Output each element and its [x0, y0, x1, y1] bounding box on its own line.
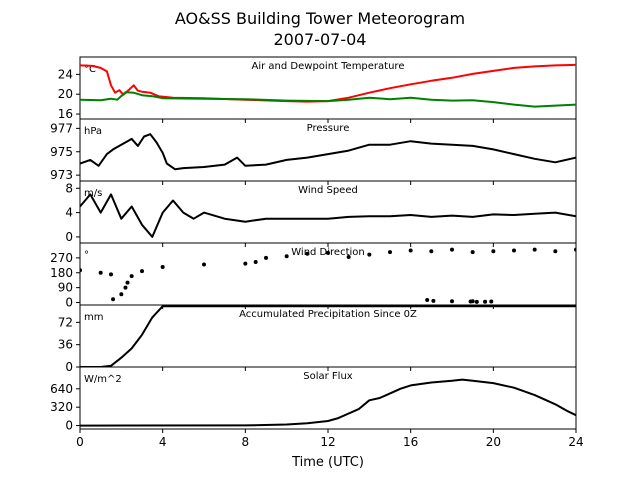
data-point: [202, 262, 206, 267]
series-group: [80, 247, 576, 304]
data-point: [388, 250, 392, 255]
x-tick-label: 0: [76, 435, 84, 449]
data-point: [574, 247, 576, 252]
panel-unit-label: m/s: [84, 188, 102, 199]
data-point: [429, 249, 434, 254]
data-point: [553, 249, 558, 254]
panel-4: 0 36 72 Accumulated Precipitation Since 0Z m…: [58, 304, 577, 374]
series-line-0: [80, 378, 576, 427]
data-point: [140, 269, 144, 274]
panel-title: Accumulated Precipitation Since 0Z: [239, 309, 417, 320]
x-tick-label: 20: [486, 435, 501, 449]
data-point: [483, 299, 488, 304]
data-point: [491, 249, 496, 254]
y-tick-label: 0: [65, 230, 73, 244]
data-point: [532, 247, 537, 252]
panel-5: 0 320 640 Solar Flux W/m^2 0 4 8 12 16 20 24: [50, 366, 584, 449]
figure-subtitle: 2007-07-04: [274, 30, 367, 49]
x-axis-label: Time (UTC): [291, 455, 364, 470]
y-tick-label: 20: [58, 87, 73, 101]
y-tick-label: 975: [50, 145, 73, 159]
y-tick-label: 270: [50, 251, 73, 265]
x-tick-label: 24: [568, 435, 583, 449]
data-point: [80, 268, 82, 273]
data-point: [431, 298, 436, 303]
data-point: [450, 299, 454, 304]
x-tick-label: 16: [403, 435, 418, 449]
data-point: [489, 299, 494, 304]
y-tick-label: 0: [65, 360, 73, 374]
panel-1: 973 975 977 Pressure hPa: [50, 118, 577, 185]
data-point: [284, 254, 289, 259]
data-point: [264, 255, 268, 260]
data-point: [425, 298, 430, 303]
panel-title: Air and Dewpoint Temperature: [252, 61, 405, 72]
data-point: [512, 248, 516, 253]
y-tick-label: 320: [50, 400, 73, 414]
y-tick-label: 24: [58, 67, 73, 81]
panel-unit-label: °: [84, 250, 89, 261]
data-point: [367, 252, 372, 257]
y-tick-label: 0: [65, 419, 73, 433]
data-point: [253, 260, 258, 265]
series-line-0: [80, 133, 576, 171]
y-tick-label: 36: [58, 338, 73, 352]
series-group: [80, 378, 576, 427]
y-tick-label: 973: [50, 168, 73, 182]
data-point: [474, 299, 479, 304]
data-point: [160, 264, 165, 269]
data-point: [470, 250, 475, 255]
y-tick-label: 8: [65, 181, 73, 195]
x-tick-label: 4: [159, 435, 167, 449]
data-point: [109, 272, 113, 277]
data-point: [129, 274, 134, 279]
panel-0: 16 20 24 Air and Dewpoint Temperature °C: [58, 56, 577, 123]
data-point: [450, 247, 454, 252]
panel-title: Wind Speed: [298, 185, 358, 196]
data-point: [125, 280, 130, 285]
panel-unit-label: °C: [84, 64, 96, 75]
y-tick-label: 977: [50, 121, 73, 135]
data-point: [243, 261, 248, 266]
y-tick-label: 4: [65, 206, 73, 220]
data-point: [111, 297, 116, 302]
data-point: [408, 248, 413, 253]
data-point: [305, 251, 310, 256]
series-line-1: [80, 91, 576, 108]
series-group: [80, 63, 576, 108]
panel-unit-label: hPa: [84, 126, 102, 137]
y-tick-label: 16: [58, 107, 73, 121]
panel-unit-label: W/m^2: [84, 374, 122, 385]
y-tick-label: 180: [50, 266, 73, 280]
series-line-0: [80, 193, 576, 238]
data-point: [470, 299, 475, 304]
series-group: [80, 133, 576, 171]
panel-title: Solar Flux: [303, 371, 353, 382]
y-tick-label: 0: [65, 296, 73, 310]
data-point: [326, 250, 330, 255]
y-tick-label: 640: [50, 382, 73, 396]
figure-title: AO&SS Building Tower Meteorogram: [175, 9, 465, 28]
x-tick-label: 12: [320, 435, 335, 449]
data-point: [123, 285, 128, 290]
x-tick-label: 8: [242, 435, 250, 449]
data-point: [98, 270, 103, 275]
panel-2: 0 4 8 Wind Speed m/s: [65, 180, 577, 247]
series-group: [80, 193, 576, 238]
y-tick-label: 90: [58, 281, 73, 295]
data-point: [119, 292, 124, 297]
panel-unit-label: mm: [84, 312, 103, 323]
panel-title: Pressure: [307, 123, 350, 134]
y-tick-label: 72: [58, 315, 73, 329]
data-point: [346, 255, 351, 260]
